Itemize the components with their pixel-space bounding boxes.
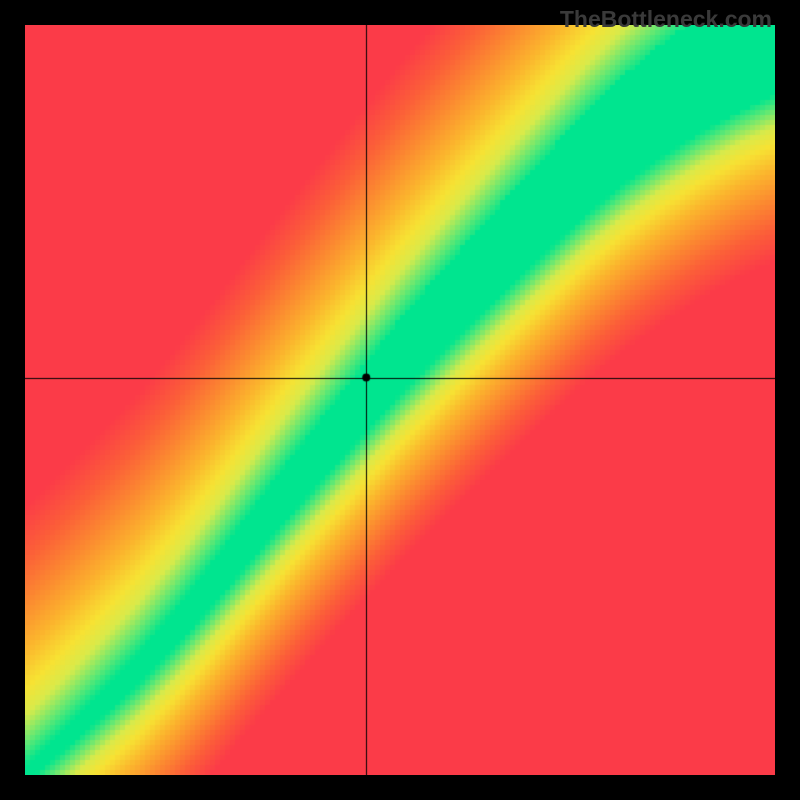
watermark-text: TheBottleneck.com xyxy=(560,6,772,33)
bottleneck-heatmap xyxy=(25,25,775,775)
